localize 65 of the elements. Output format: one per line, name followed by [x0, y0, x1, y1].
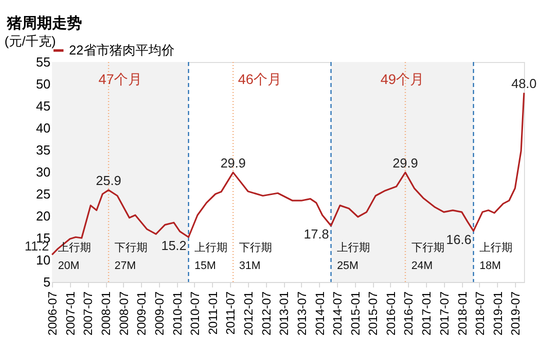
- annotation: 17.8: [304, 226, 330, 242]
- x-tick-label: 2013-01: [277, 291, 292, 336]
- annotation: 31M: [239, 260, 260, 272]
- x-tick-label: 2007-01: [63, 291, 78, 336]
- annotation: 上行期: [194, 241, 228, 254]
- annotation: 18M: [479, 260, 501, 272]
- annotation: 46个月: [238, 71, 282, 87]
- x-tick-label: 2008-01: [99, 291, 114, 336]
- x-tick-label: 2016-01: [384, 291, 398, 336]
- y-tick-label: 20: [36, 208, 50, 224]
- y-tick-label: 40: [36, 120, 50, 136]
- x-tick-label: 2018-07: [472, 291, 487, 336]
- annotation: 48.0: [511, 76, 537, 91]
- x-tick-label: 2019-01: [490, 291, 505, 336]
- y-tick-label: 30: [36, 164, 50, 180]
- x-tick-label: 2011-01: [206, 291, 220, 335]
- x-tick-label: 2017-01: [420, 291, 434, 336]
- annotation: 下行期: [114, 242, 148, 254]
- annotation: 上行期: [337, 241, 370, 254]
- annotation: 24M: [411, 260, 433, 272]
- x-tick-label: 2014-07: [330, 291, 344, 336]
- x-tick-label: 2013-07: [294, 291, 309, 336]
- x-tick-label: 2015-07: [366, 291, 380, 336]
- y-tick-label: 10: [36, 252, 50, 268]
- x-tick-label: 2009-07: [152, 291, 166, 336]
- x-tick-label: 2012-07: [259, 291, 274, 336]
- line-series: [51, 92, 525, 256]
- y-tick-label: 55: [36, 54, 50, 70]
- y-tick-label: 50: [36, 76, 50, 92]
- x-tick-label: 2008-07: [116, 291, 131, 336]
- annotation: 20M: [58, 260, 80, 272]
- annotation: 下行期: [411, 242, 444, 254]
- x-tick-label: 2015-01: [348, 291, 362, 336]
- annotation: 27M: [114, 260, 136, 272]
- annotation: 上行期: [479, 241, 512, 254]
- annotation: 47个月: [98, 71, 142, 87]
- x-tick-label: 2007-07: [81, 291, 96, 336]
- annotation: 25M: [337, 260, 358, 272]
- annotation: 下行期: [239, 242, 272, 254]
- x-tick-label: 2014-01: [312, 291, 327, 336]
- x-tick-label: 2012-01: [242, 291, 256, 336]
- x-tick-label: 2019-07: [508, 291, 523, 336]
- chart-title: 猪周期走势: [6, 15, 82, 32]
- x-tick-label: 2011-07: [224, 291, 238, 335]
- x-tick-label: 2006-07: [46, 291, 60, 336]
- x-tick-label: 2009-01: [134, 291, 149, 336]
- y-tick-label: 45: [36, 98, 50, 114]
- y-axis-title: (元/千克): [4, 34, 56, 48]
- x-tick-label: 2018-01: [455, 291, 470, 336]
- annotation: 29.9: [392, 155, 418, 170]
- y-tick-label: 25: [36, 186, 50, 202]
- annotation: 49个月: [380, 71, 424, 87]
- x-tick-label: 2017-07: [437, 291, 452, 336]
- text: 22省市猪肉平均价: [69, 42, 174, 58]
- annotation: 16.6: [446, 232, 472, 247]
- x-tick-label: 2010-07: [188, 291, 202, 336]
- annotation: 上行期: [58, 241, 91, 254]
- annotation: 25.9: [96, 173, 122, 188]
- x-tick-label: 2010-01: [170, 291, 184, 336]
- annotation: 15.2: [161, 238, 187, 254]
- y-tick-label: 35: [36, 142, 50, 158]
- y-tick-label: 5: [43, 274, 50, 290]
- annotation: 15M: [194, 260, 216, 272]
- annotation: 29.9: [220, 155, 246, 170]
- x-tick-label: 2016-07: [402, 291, 416, 336]
